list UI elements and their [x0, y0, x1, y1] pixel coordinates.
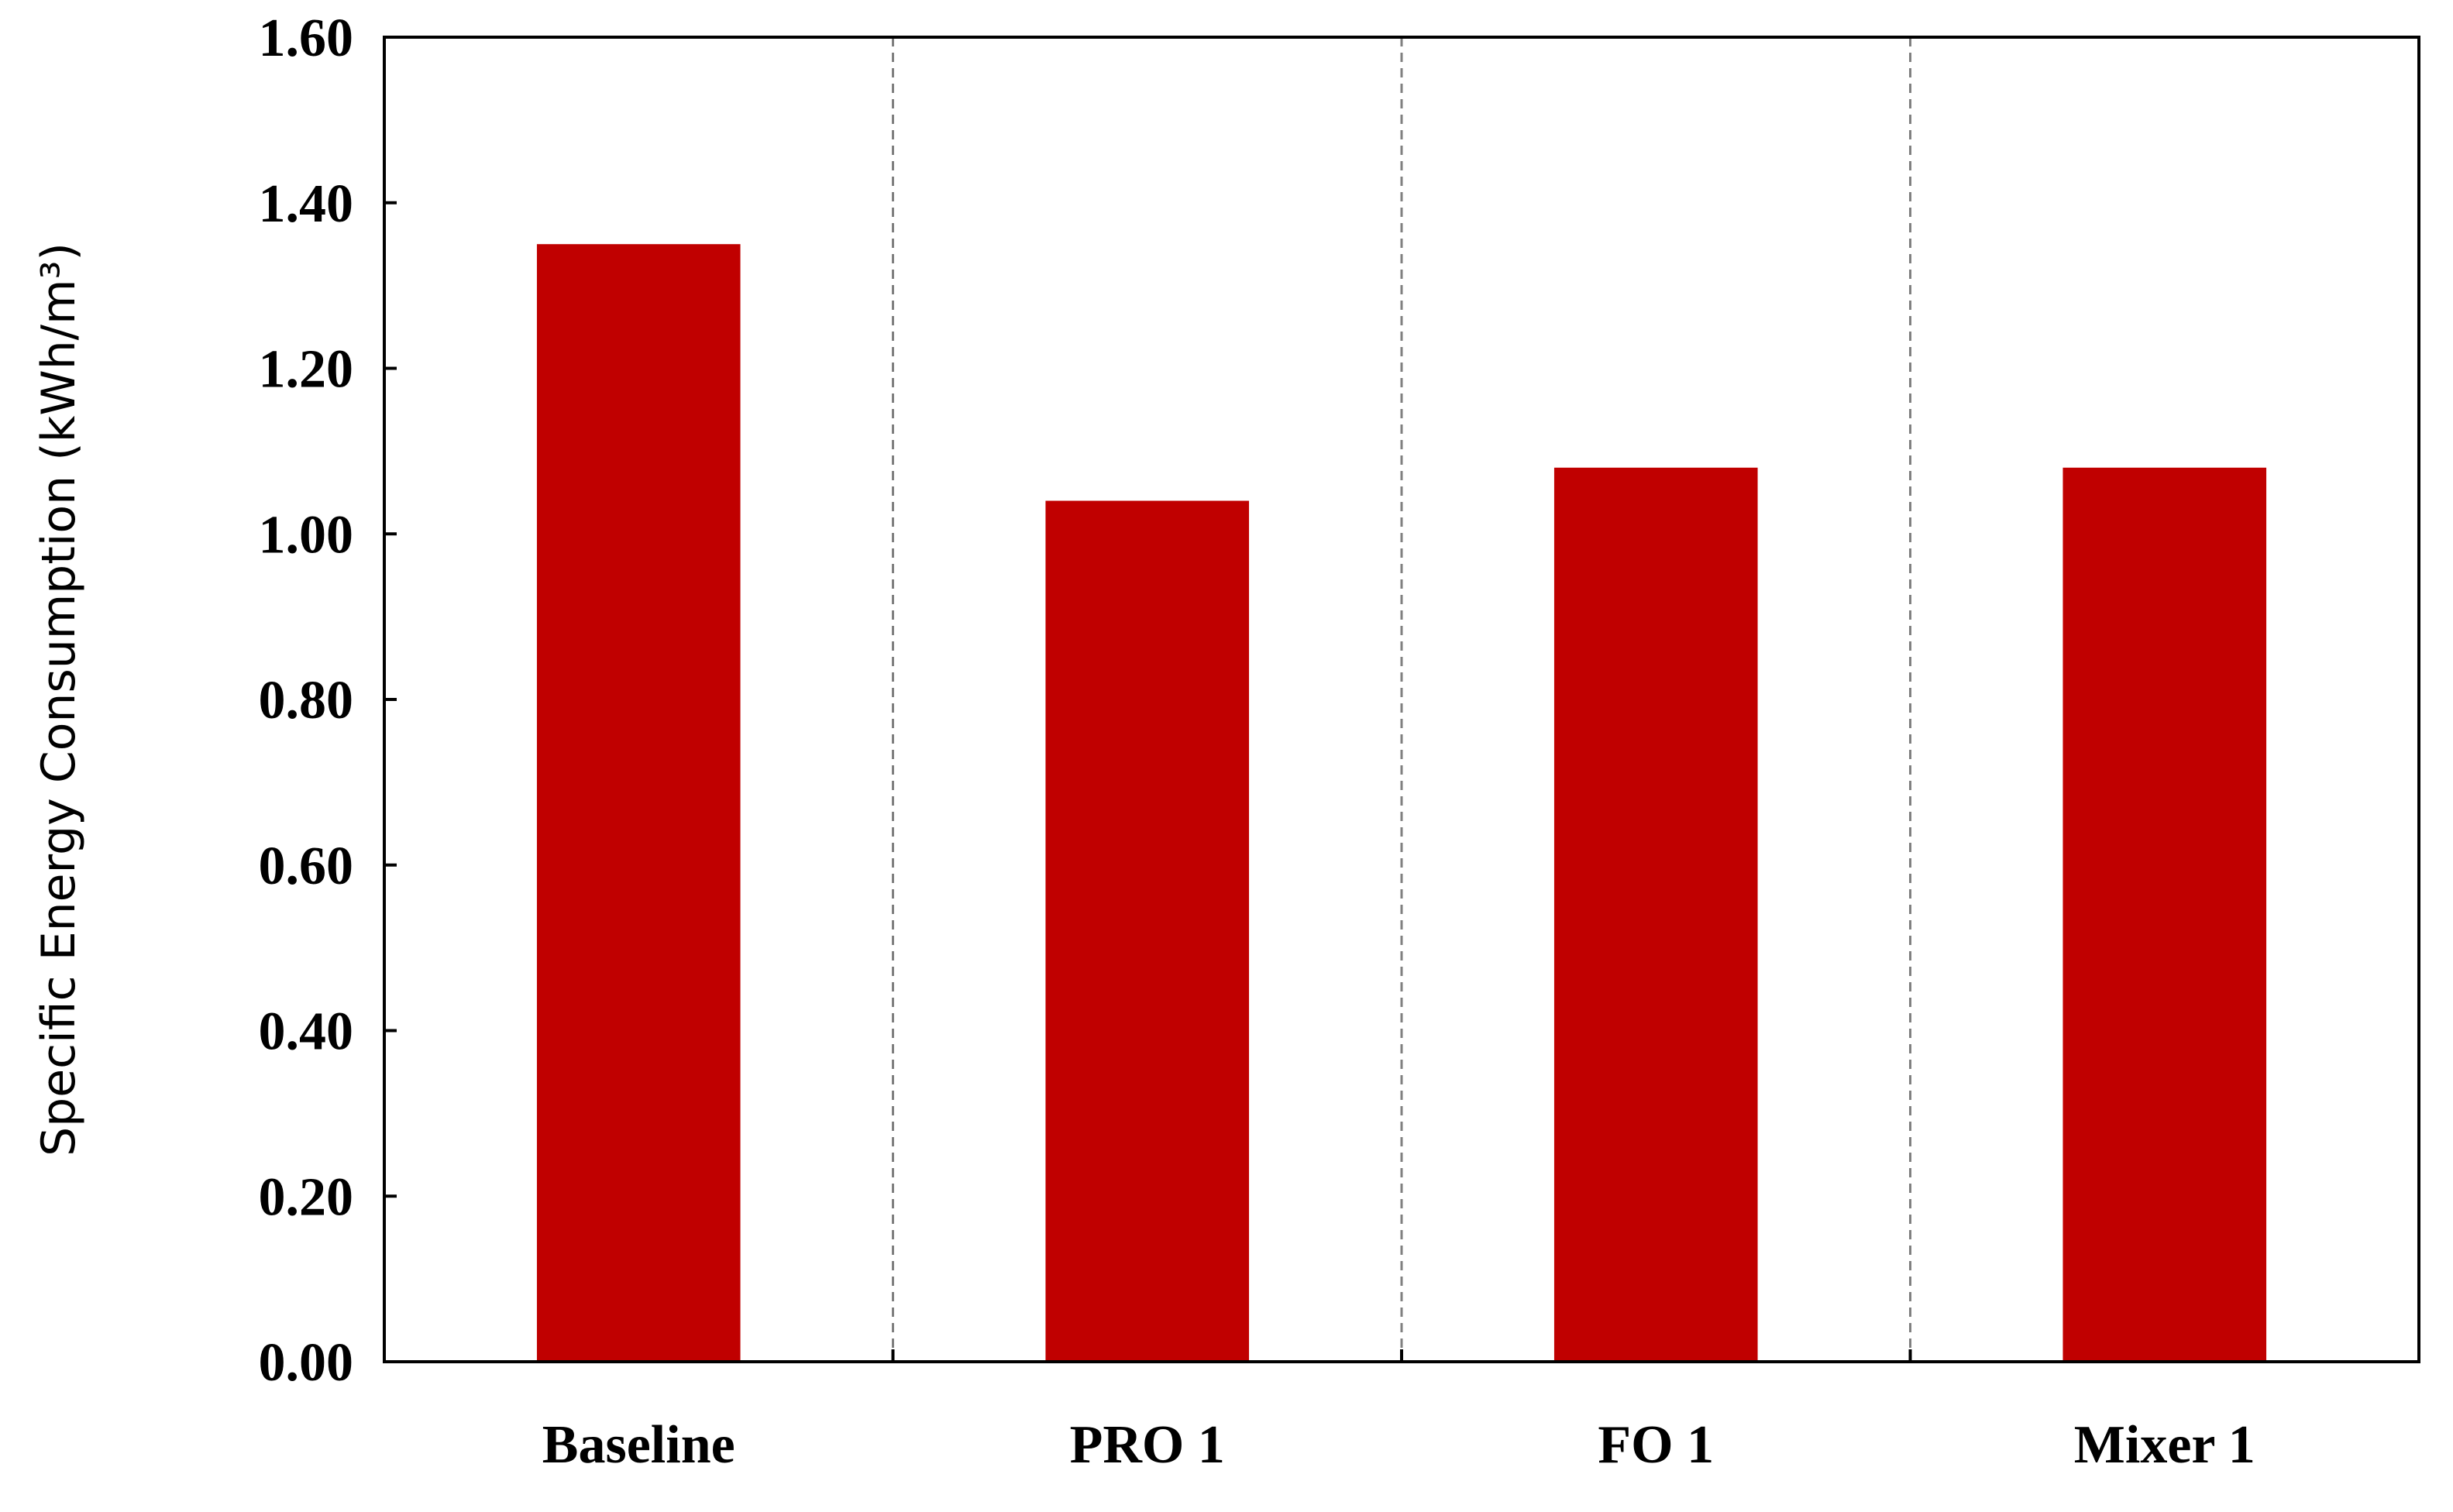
category-label: PRO 1 — [1070, 1415, 1225, 1475]
y-axis-tick-labels: 0.00 0.20 0.40 0.60 0.80 1.00 1.20 1.40 1.60 — [259, 9, 354, 1393]
bar-pro-1 — [1045, 500, 1250, 1362]
y-tick-label: 0.20 — [259, 1167, 354, 1227]
bar-baseline — [536, 244, 741, 1362]
y-axis-ticks — [384, 36, 397, 1363]
y-tick-label: 1.00 — [259, 505, 354, 565]
category-label: Mixer 1 — [2074, 1415, 2255, 1475]
category-separators — [892, 37, 1911, 1362]
bar-fo-1 — [1553, 467, 1758, 1362]
y-tick-label: 0.80 — [259, 671, 354, 730]
y-axis-title: Specific Energy Consumption (kWh/m³) — [32, 242, 86, 1156]
y-tick-label: 1.40 — [259, 174, 354, 234]
y-tick-label: 0.60 — [259, 837, 354, 896]
y-tick-label: 0.40 — [259, 1002, 354, 1062]
category-label: FO 1 — [1598, 1415, 1714, 1475]
bars — [536, 244, 2267, 1362]
x-axis-category-labels: Baseline PRO 1 FO 1 Mixer 1 — [542, 1415, 2255, 1475]
x-axis-ticks — [891, 1349, 1912, 1362]
y-tick-label: 1.60 — [259, 9, 354, 68]
category-label: Baseline — [542, 1415, 735, 1475]
bar-mixer-1 — [2063, 467, 2267, 1362]
y-tick-label: 1.20 — [259, 340, 354, 400]
y-tick-label: 0.00 — [259, 1333, 354, 1393]
